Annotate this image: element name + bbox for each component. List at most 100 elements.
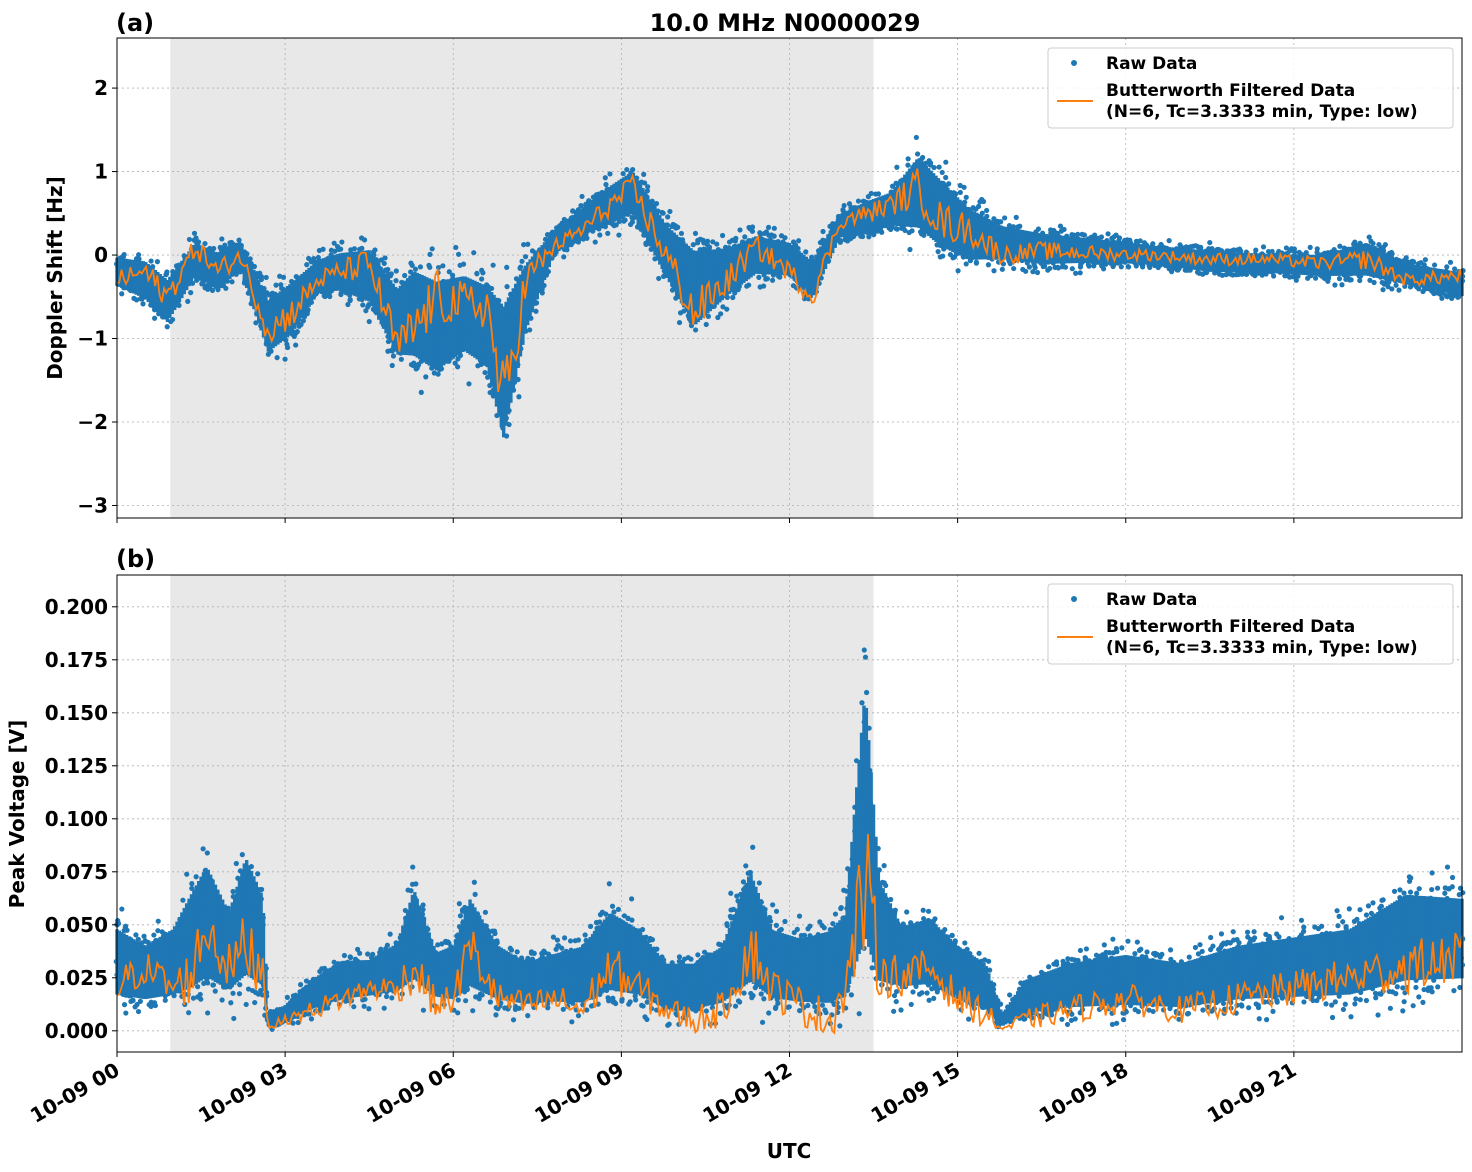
raw-point-a bbox=[1307, 244, 1313, 250]
y-tick-label-a: −1 bbox=[77, 327, 108, 351]
raw-point-a bbox=[229, 279, 235, 285]
raw-point-a bbox=[539, 290, 545, 296]
raw-point-a bbox=[222, 242, 228, 248]
raw-point-a bbox=[1295, 273, 1301, 279]
raw-point-b bbox=[525, 1013, 531, 1019]
raw-point-a bbox=[1366, 234, 1372, 240]
raw-point-b bbox=[554, 937, 561, 943]
raw-point-a bbox=[1209, 245, 1215, 252]
raw-point-a bbox=[517, 265, 523, 271]
raw-point-a bbox=[620, 170, 626, 177]
raw-point-a bbox=[515, 376, 521, 383]
raw-point-b bbox=[703, 1008, 709, 1014]
raw-point-b bbox=[347, 954, 353, 960]
raw-point-a bbox=[943, 174, 949, 181]
raw-point-a bbox=[457, 352, 464, 359]
raw-point-a bbox=[1023, 268, 1029, 274]
raw-point-a bbox=[1147, 264, 1153, 271]
raw-point-b bbox=[197, 991, 203, 998]
raw-point-b bbox=[155, 918, 161, 924]
raw-point-a bbox=[382, 255, 388, 261]
raw-point-a bbox=[629, 219, 636, 225]
raw-point-b bbox=[463, 998, 469, 1004]
raw-point-a bbox=[449, 272, 456, 278]
raw-point-a bbox=[504, 264, 510, 270]
raw-point-a bbox=[186, 236, 193, 243]
raw-point-b bbox=[724, 922, 730, 929]
raw-point-a bbox=[695, 240, 701, 246]
raw-point-a bbox=[409, 262, 415, 268]
y-tick-label-a: 1 bbox=[94, 160, 108, 184]
raw-point-a bbox=[435, 371, 441, 377]
raw-point-a bbox=[381, 260, 387, 267]
raw-point-a bbox=[148, 258, 154, 264]
raw-point-a bbox=[692, 327, 699, 333]
raw-point-a bbox=[1013, 214, 1019, 220]
raw-point-a bbox=[1055, 264, 1061, 270]
raw-point-b bbox=[676, 954, 683, 960]
raw-point-a bbox=[152, 315, 158, 321]
raw-point-a bbox=[1238, 248, 1244, 254]
raw-point-b bbox=[123, 923, 129, 929]
raw-point-a bbox=[868, 190, 874, 197]
raw-point-b bbox=[575, 937, 582, 943]
raw-point-a bbox=[777, 274, 783, 280]
raw-point-b bbox=[121, 1002, 128, 1008]
raw-point-a bbox=[597, 232, 603, 238]
raw-point-a bbox=[1111, 262, 1117, 268]
raw-point-a bbox=[1103, 261, 1109, 267]
raw-point-a bbox=[803, 249, 809, 255]
y-tick-label-a: 2 bbox=[94, 76, 108, 100]
panel-label-a: (a) bbox=[116, 9, 154, 37]
raw-point-a bbox=[191, 230, 198, 236]
raw-point-a bbox=[389, 362, 395, 369]
raw-point-a bbox=[1010, 224, 1017, 230]
raw-point-a bbox=[999, 266, 1005, 272]
raw-point-a bbox=[605, 230, 611, 236]
raw-point-b bbox=[189, 881, 195, 887]
raw-point-a bbox=[360, 302, 366, 308]
raw-point-a bbox=[438, 366, 445, 372]
raw-point-a bbox=[1125, 263, 1131, 270]
raw-point-a bbox=[460, 261, 467, 267]
raw-point-b bbox=[297, 982, 304, 988]
raw-point-a bbox=[592, 239, 598, 245]
raw-point-b bbox=[559, 945, 565, 951]
raw-point-a bbox=[522, 254, 529, 260]
raw-point-a bbox=[820, 228, 826, 235]
raw-point-a bbox=[268, 348, 274, 354]
raw-point-a bbox=[1219, 272, 1225, 278]
raw-point-b bbox=[487, 999, 493, 1005]
raw-point-b bbox=[132, 1004, 138, 1010]
raw-point-a bbox=[327, 293, 333, 300]
raw-point-a bbox=[1285, 273, 1291, 279]
raw-point-a bbox=[176, 302, 182, 308]
raw-point-b bbox=[362, 996, 368, 1002]
raw-point-a bbox=[730, 294, 736, 301]
raw-point-b bbox=[492, 930, 498, 937]
raw-point-a bbox=[453, 244, 459, 251]
raw-point-a bbox=[1370, 240, 1376, 247]
raw-point-a bbox=[236, 237, 242, 243]
raw-point-b bbox=[560, 1006, 566, 1012]
raw-point-b bbox=[629, 896, 635, 902]
raw-point-a bbox=[564, 247, 570, 253]
raw-point-a bbox=[1031, 262, 1037, 268]
raw-point-a bbox=[263, 274, 269, 281]
raw-point-a bbox=[973, 260, 980, 266]
raw-point-a bbox=[667, 208, 673, 215]
raw-point-a bbox=[1351, 241, 1357, 247]
raw-point-a bbox=[519, 258, 525, 264]
raw-point-b bbox=[389, 995, 395, 1001]
raw-point-b bbox=[640, 1003, 646, 1009]
raw-point-a bbox=[466, 381, 472, 387]
raw-point-a bbox=[607, 171, 613, 177]
raw-point-a bbox=[1393, 282, 1399, 288]
raw-point-a bbox=[527, 327, 533, 333]
raw-point-a bbox=[715, 314, 721, 321]
raw-point-a bbox=[1243, 271, 1250, 277]
raw-point-a bbox=[339, 239, 345, 245]
raw-point-b bbox=[205, 980, 211, 986]
legend-filtered-params-a: (N=6, Tc=3.3333 min, Type: low) bbox=[1106, 102, 1418, 122]
raw-point-a bbox=[782, 235, 788, 241]
